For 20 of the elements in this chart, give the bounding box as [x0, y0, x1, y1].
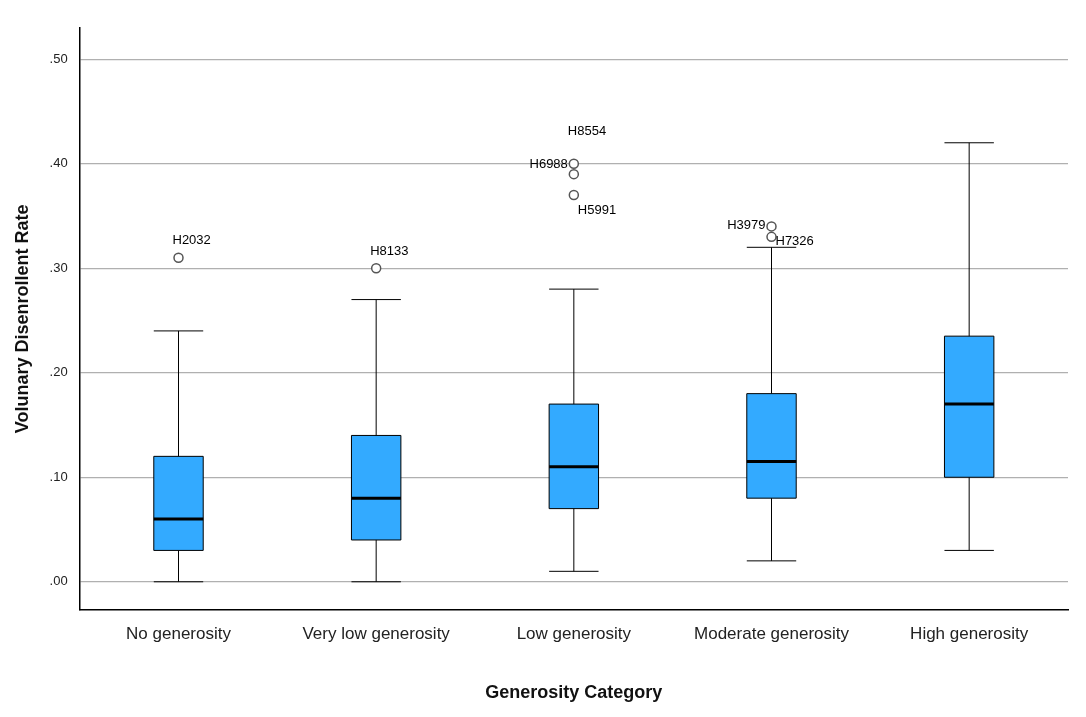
y-axis-title: Volunary Disenrollent Rate	[11, 204, 32, 434]
y-tick-label: .20	[49, 364, 68, 380]
annotation: H7326	[775, 233, 814, 249]
y-tick-label: .30	[49, 259, 68, 275]
annotation: H8554	[567, 123, 607, 139]
x-tick-label: Low generosity	[516, 623, 632, 643]
annotation: H3979	[727, 216, 766, 232]
x-axis-title: Generosity Category	[485, 682, 663, 703]
annotation: H8133	[370, 242, 409, 258]
annotation: H2032	[172, 232, 211, 248]
x-tick-label: No generosity	[126, 623, 232, 643]
y-tick-label: .00	[49, 573, 68, 589]
y-tick-label: .10	[49, 468, 68, 484]
annotation: H6988	[529, 155, 568, 171]
x-tick-label: High generosity	[910, 623, 1029, 643]
annotation: H5991	[577, 201, 617, 217]
y-tick-label: .50	[49, 50, 68, 66]
x-tick-label: Very low generosity	[302, 623, 451, 643]
y-tick-label: .40	[49, 155, 68, 171]
x-tick-label: Moderate generosity	[694, 623, 850, 643]
